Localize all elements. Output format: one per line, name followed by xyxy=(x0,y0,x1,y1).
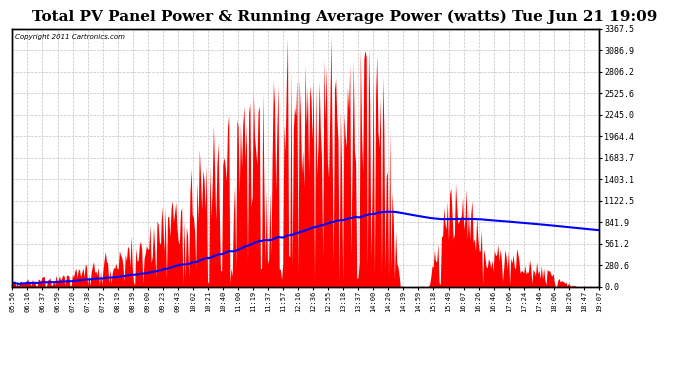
Text: Total PV Panel Power & Running Average Power (watts) Tue Jun 21 19:09: Total PV Panel Power & Running Average P… xyxy=(32,9,658,24)
Text: Copyright 2011 Cartronics.com: Copyright 2011 Cartronics.com xyxy=(15,34,126,40)
